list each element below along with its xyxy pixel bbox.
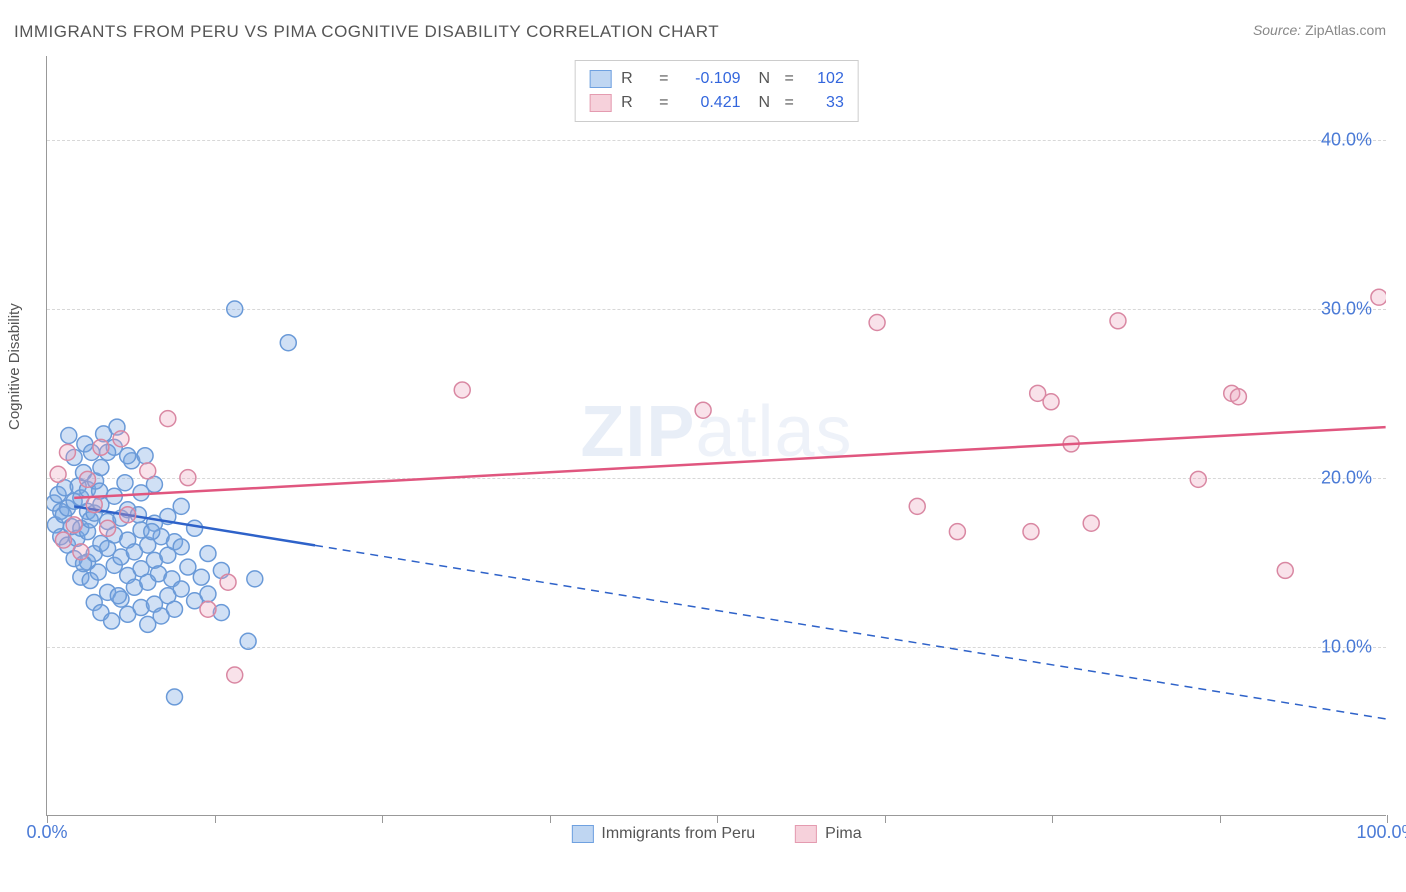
x-tick [1052, 815, 1053, 823]
legend-n-value: 33 [804, 91, 844, 115]
legend-swatch [571, 825, 593, 843]
legend-swatch [589, 70, 611, 88]
peru-point [200, 586, 216, 602]
chart-title: IMMIGRANTS FROM PERU VS PIMA COGNITIVE D… [14, 22, 719, 42]
peru-point [200, 546, 216, 562]
legend-n-label: N [759, 67, 775, 91]
peru-point [180, 559, 196, 575]
pima-point [59, 444, 75, 460]
pima-point [1083, 515, 1099, 531]
legend-item: Pima [795, 825, 861, 843]
legend-item: Immigrants from Peru [571, 825, 755, 843]
pima-point [93, 439, 109, 455]
x-tick [550, 815, 551, 823]
legend-r-label: R [621, 67, 649, 91]
pima-point [1110, 313, 1126, 329]
scatter-plot-svg [47, 56, 1386, 815]
peru-point [167, 689, 183, 705]
peru-point [193, 569, 209, 585]
pima-point [1190, 471, 1206, 487]
legend-eq: = [785, 67, 794, 91]
legend-n-label: N [759, 91, 775, 115]
pima-point [140, 463, 156, 479]
legend-swatch [795, 825, 817, 843]
peru-point [173, 539, 189, 555]
peru-point [247, 571, 263, 587]
pima-point [113, 431, 129, 447]
pima-point [869, 315, 885, 331]
peru-point [137, 448, 153, 464]
peru-point [173, 581, 189, 597]
pima-point [695, 402, 711, 418]
peru-point [104, 613, 120, 629]
y-axis-label: Cognitive Disability [6, 303, 23, 430]
pima-point [50, 466, 66, 482]
legend-series: Immigrants from Peru Pima [571, 825, 861, 843]
legend-row: R = 0.421 N = 33 [589, 91, 844, 115]
pima-point [227, 667, 243, 683]
pima-point [100, 520, 116, 536]
legend-eq: = [785, 91, 794, 115]
source-label: Source: [1253, 22, 1301, 38]
pima-point [160, 411, 176, 427]
legend-r-label: R [621, 91, 649, 115]
x-tick [885, 815, 886, 823]
legend-r-value: 0.421 [679, 91, 741, 115]
pima-point [909, 498, 925, 514]
x-tick [1220, 815, 1221, 823]
pima-point [180, 470, 196, 486]
peru-point [187, 520, 203, 536]
legend-label: Immigrants from Peru [601, 825, 755, 843]
peru-point [173, 498, 189, 514]
legend-eq: = [659, 91, 668, 115]
pima-point [1230, 389, 1246, 405]
legend-correlation: R = -0.109 N = 102 R = 0.421 N = 33 [574, 60, 859, 122]
peru-point [93, 460, 109, 476]
pima-point [55, 532, 71, 548]
pima-point [86, 497, 102, 513]
x-tick [717, 815, 718, 823]
pima-point [1277, 562, 1293, 578]
legend-label: Pima [825, 825, 861, 843]
pima-point [1043, 394, 1059, 410]
peru-point [90, 564, 106, 580]
pima-point [200, 601, 216, 617]
x-tick-label: 0.0% [26, 822, 67, 843]
pima-point [1023, 524, 1039, 540]
pima-point [66, 517, 82, 533]
x-tick [382, 815, 383, 823]
pima-point [80, 471, 96, 487]
source-attribution: Source: ZipAtlas.com [1253, 22, 1386, 38]
peru-point [240, 633, 256, 649]
pima-point [73, 544, 89, 560]
legend-swatch [589, 94, 611, 112]
pima-trendline [74, 427, 1385, 498]
peru-point [227, 301, 243, 317]
legend-eq: = [659, 67, 668, 91]
peru-point [120, 448, 136, 464]
x-tick [215, 815, 216, 823]
pima-point [1371, 289, 1386, 305]
peru-trendline-extrapolated [315, 545, 1386, 718]
peru-point [167, 601, 183, 617]
peru-point [61, 428, 77, 444]
source-value: ZipAtlas.com [1305, 22, 1386, 38]
peru-point [144, 524, 160, 540]
pima-point [454, 382, 470, 398]
legend-row: R = -0.109 N = 102 [589, 67, 844, 91]
peru-point [117, 475, 133, 491]
chart-container: IMMIGRANTS FROM PERU VS PIMA COGNITIVE D… [0, 0, 1406, 892]
pima-point [949, 524, 965, 540]
peru-point [110, 588, 126, 604]
x-tick-label: 100.0% [1356, 822, 1406, 843]
legend-n-value: 102 [804, 67, 844, 91]
pima-point [220, 574, 236, 590]
plot-area: ZIPatlas R=-0.109N=102R=0.421N=33 Immigr… [46, 56, 1386, 816]
pima-point [120, 507, 136, 523]
peru-point [280, 335, 296, 351]
legend-r-value: -0.109 [679, 67, 741, 91]
